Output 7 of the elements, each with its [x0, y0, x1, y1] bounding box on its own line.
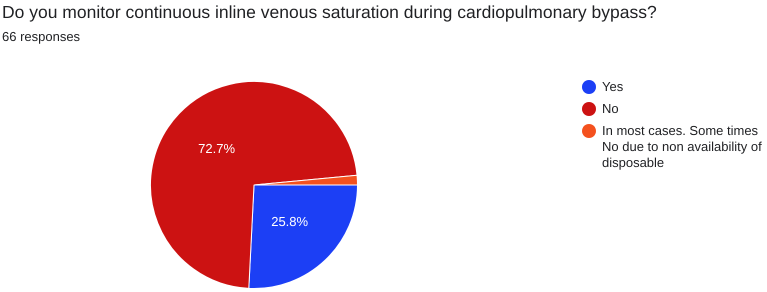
legend-label: In most cases. Some times No due to non availability of disposable: [602, 123, 763, 171]
data-label: 25.8%: [271, 214, 309, 230]
legend-label: No: [602, 101, 619, 117]
legend-label: Yes: [602, 79, 624, 95]
text: 66 responses: [2, 29, 80, 44]
data-label: 72.7%: [198, 140, 236, 156]
chart-title: Do you monitor continuous inline venous saturation during cardiopulmonary bypass?: [2, 2, 657, 23]
